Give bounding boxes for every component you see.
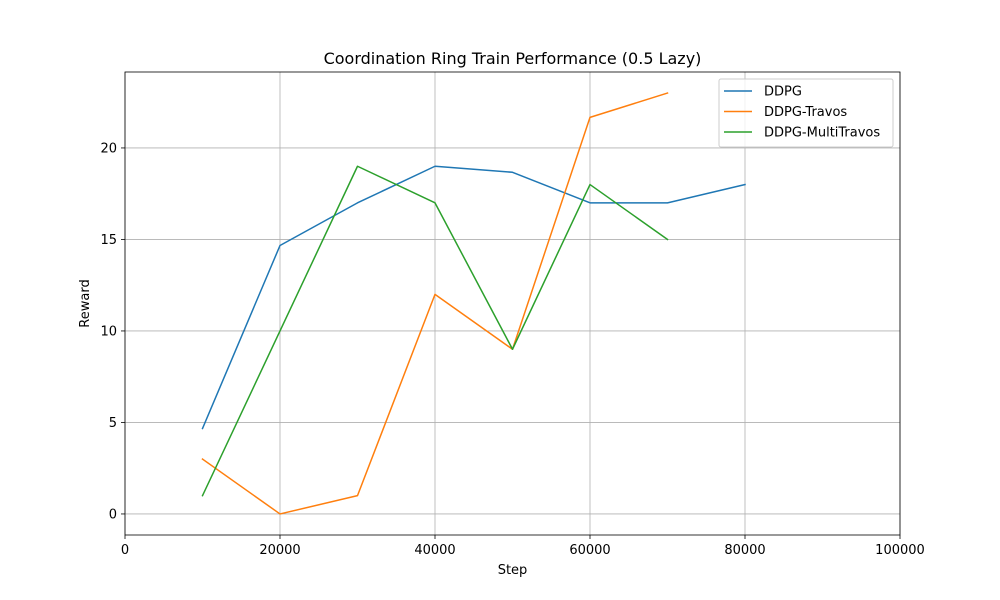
y-axis-label: Reward: [78, 279, 93, 327]
y-tick-label: 0: [109, 507, 117, 522]
legend-label-ddpg-multitravos: DDPG-MultiTravos: [764, 126, 880, 141]
x-tick-label: 20000: [259, 543, 300, 558]
x-tick-label: 100000: [875, 543, 925, 558]
y-tick-label: 20: [100, 141, 117, 156]
x-tick-label: 80000: [724, 543, 765, 558]
legend-label-ddpg: DDPG: [764, 85, 802, 100]
axis-ticks: 0 20000 40000 60000 80000 100000 0 5 10 15 20: [100, 141, 924, 558]
series-line-ddpg: [201, 165, 746, 430]
x-axis-label: Step: [498, 563, 528, 578]
plot-area-frame: [124, 71, 901, 536]
series-lines: [201, 92, 746, 515]
legend-box: [718, 78, 894, 148]
y-tick-label: 15: [100, 233, 117, 248]
series-line-ddpg-multitravos: [201, 165, 669, 497]
x-tick-label: 40000: [414, 543, 455, 558]
series-line-ddpg-travos: [201, 92, 669, 515]
legend-label-ddpg-travos: DDPG-Travos: [764, 105, 847, 120]
x-tick-label: 60000: [569, 543, 610, 558]
legend: DDPG DDPG-Travos DDPG-MultiTravos: [718, 78, 894, 148]
y-tick-label: 5: [109, 416, 117, 431]
y-tick-label: 10: [100, 324, 117, 339]
chart-title: Coordination Ring Train Performance (0.5…: [324, 49, 702, 68]
x-tick-label: 0: [121, 543, 129, 558]
